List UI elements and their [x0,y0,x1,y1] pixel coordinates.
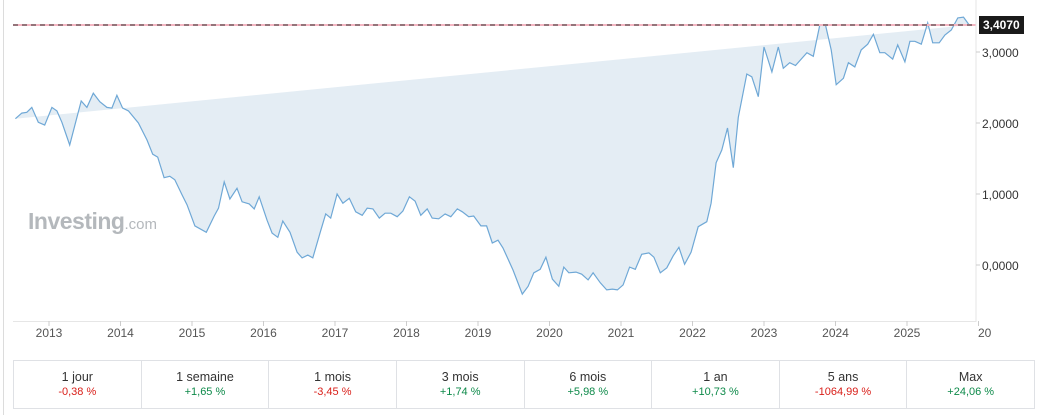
watermark-brand: Investing [28,208,125,234]
y-axis-label: 3,0000 [982,46,1019,60]
y-axis-label: 1,0000 [982,188,1019,202]
change-value: +1,74 % [439,386,481,398]
x-axis-label: 2019 [464,326,492,340]
chart-area-fill [15,17,970,295]
period-label: 1 mois [314,370,351,384]
y-axis-label: 0,0000 [982,259,1019,273]
x-axis-label: 2016 [250,326,277,340]
period-label: 1 jour [61,370,93,384]
last-price-badge: 3,4070 [979,16,1024,34]
x-axis-ticks [48,321,979,326]
performance-cell-1-week[interactable]: 1 semaine +1,65 % [142,361,270,408]
performance-cell-1-year[interactable]: 1 an +10,73 % [652,361,780,408]
x-axis-label: 2018 [393,326,420,340]
change-value: -1064,99 % [814,386,872,398]
period-label: 5 ans [827,370,859,384]
x-axis-label: 2017 [321,326,349,340]
investing-logo-watermark: Investing.com [28,208,157,235]
watermark-suffix: .com [124,216,157,233]
x-axis-label: 2021 [607,326,635,340]
y-axis-label: 2,0000 [982,117,1019,131]
performance-cell-6-months[interactable]: 6 mois +5,98 % [525,361,653,408]
change-value: +24,06 % [947,386,995,398]
x-axis-label: 2015 [178,326,206,340]
change-value: +10,73 % [692,386,739,398]
performance-cell-max[interactable]: Max +24,06 % [907,361,1034,408]
price-chart[interactable] [0,0,1045,350]
period-label: Max [958,370,983,384]
change-value: -3,45 % [313,386,352,398]
change-value: +1,65 % [184,386,226,398]
x-axis-label-truncated: 20 [978,326,992,340]
performance-cell-1-day[interactable]: 1 jour -0,38 % [14,361,142,408]
change-value: -0,38 % [58,386,97,398]
chart-price-line [15,16,970,296]
y-axis-ticks [976,51,980,266]
x-axis-label: 2020 [536,326,563,340]
performance-table: 1 jour -0,38 % 1 semaine +1,65 % 1 mois … [13,360,1035,409]
period-label: 3 mois [441,370,479,384]
performance-cell-5-years[interactable]: 5 ans -1064,99 % [780,361,908,408]
x-axis-label: 2013 [35,326,63,340]
period-label: 1 an [703,370,728,384]
x-axis-label: 2014 [107,326,134,340]
period-label: 6 mois [569,370,607,384]
performance-cell-3-months[interactable]: 3 mois +1,74 % [397,361,525,408]
x-axis-label: 2024 [822,326,849,340]
x-axis-label: 2025 [893,326,921,340]
x-axis-label: 2022 [679,326,706,340]
chart-left-border [3,0,4,415]
x-axis-label: 2023 [750,326,778,340]
period-label: 1 semaine [176,370,234,384]
performance-cell-1-month[interactable]: 1 mois -3,45 % [269,361,397,408]
change-value: +5,98 % [567,386,609,398]
